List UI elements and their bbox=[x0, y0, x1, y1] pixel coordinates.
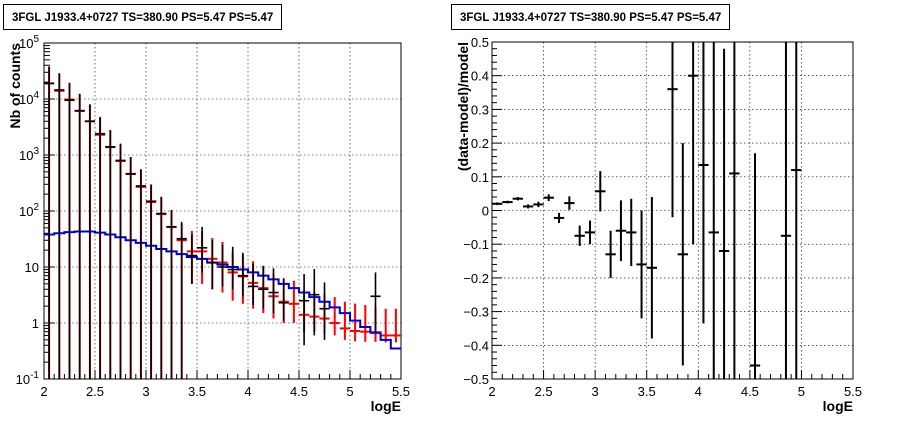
right-panel-title: 3FGL J1933.4+0727 TS=380.90 PS=5.47 PS=5… bbox=[451, 4, 731, 30]
left-x-tick-label: 3.5 bbox=[188, 384, 206, 399]
left-x-axis-label: logE bbox=[371, 398, 401, 414]
left-y-axis-label: Nb of counts bbox=[7, 43, 23, 129]
right-y-tick-label: 0.2 bbox=[471, 136, 489, 151]
left-y-tick-label: 102 bbox=[19, 202, 39, 219]
right-y-tick-label: 0.5 bbox=[471, 35, 489, 50]
left-plot: 2 2.5 3 3.5 4 4.5 5 5.5 10-1 1 10 102 103 104 105 logE N… bbox=[7, 34, 410, 414]
right-y-tick-label: −0.2 bbox=[463, 271, 489, 286]
right-x-axis-label: logE bbox=[823, 398, 853, 414]
left-panel-title: 3FGL J1933.4+0727 TS=380.90 PS=5.47 PS=5… bbox=[3, 4, 283, 30]
left-y-tick-label: 10-1 bbox=[16, 370, 40, 387]
right-x-tick-label: 5 bbox=[798, 384, 805, 399]
right-y-tick-label: 0.4 bbox=[471, 69, 489, 84]
left-y-tick-label: 1 bbox=[32, 316, 39, 331]
right-y-tick-label: −0.4 bbox=[463, 338, 489, 353]
right-y-tick-label: 0.1 bbox=[471, 170, 489, 185]
right-plot: 2 2.5 3 3.5 4 4.5 5 5.5 −0.5 −0.4 −0.3 −0.2 −0.1 0 0.1… bbox=[455, 35, 862, 414]
right-y-axis-label: (data-model)/model bbox=[455, 42, 471, 171]
left-x-tick-label: 2.5 bbox=[86, 384, 104, 399]
left-x-tick-label: 3 bbox=[142, 384, 149, 399]
left-y-tick-label: 105 bbox=[19, 34, 39, 51]
left-x-tick-label: 4.5 bbox=[290, 384, 308, 399]
left-x-tick-label: 5.5 bbox=[392, 384, 410, 399]
left-y-tick-label: 104 bbox=[19, 90, 39, 107]
right-x-tick-label: 5.5 bbox=[844, 384, 862, 399]
right-y-tick-label: −0.5 bbox=[463, 372, 489, 387]
background-model-line bbox=[44, 230, 401, 350]
right-x-tick-label: 2 bbox=[488, 384, 495, 399]
left-x-tick-label: 4 bbox=[244, 384, 251, 399]
right-y-tick-label: −0.3 bbox=[463, 305, 489, 320]
right-x-tick-label: 2.5 bbox=[535, 384, 553, 399]
right-x-tick-label: 3 bbox=[592, 384, 599, 399]
left-x-tick-label: 5 bbox=[346, 384, 353, 399]
left-y-tick-label: 103 bbox=[19, 146, 39, 163]
right-x-tick-label: 4.5 bbox=[741, 384, 759, 399]
right-x-tick-label: 3.5 bbox=[638, 384, 656, 399]
right-x-tick-label: 4 bbox=[695, 384, 702, 399]
right-y-tick-label: −0.1 bbox=[463, 237, 489, 252]
right-y-tick-label: 0 bbox=[482, 204, 489, 219]
left-x-tick-label: 2 bbox=[40, 384, 47, 399]
left-y-tick-label: 10 bbox=[25, 260, 39, 275]
right-y-tick-label: 0.3 bbox=[471, 102, 489, 117]
